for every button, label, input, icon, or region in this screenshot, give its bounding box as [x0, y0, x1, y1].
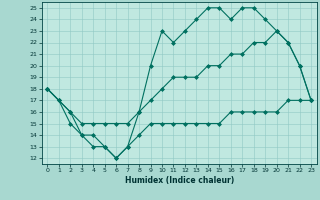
X-axis label: Humidex (Indice chaleur): Humidex (Indice chaleur): [124, 176, 234, 185]
